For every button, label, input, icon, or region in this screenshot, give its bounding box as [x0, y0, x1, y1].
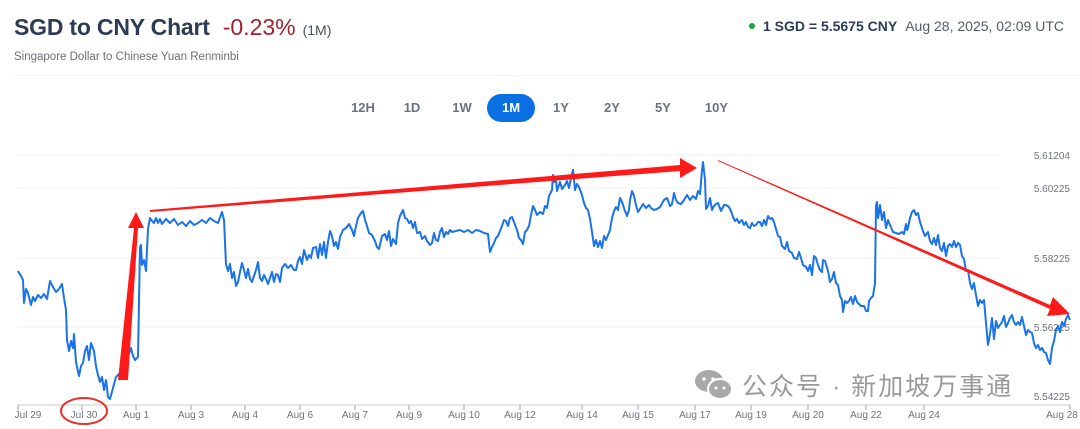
- period-label: (1M): [302, 22, 332, 38]
- x-tick-label: Aug 19: [735, 410, 767, 421]
- header-divider: [14, 75, 1080, 76]
- time-range-selector: 12H 1D 1W 1M 1Y 2Y 5Y 10Y: [339, 94, 744, 122]
- exchange-rate-chart[interactable]: 5.61204 5.60225 5.58225 5.56225 5.54225: [0, 140, 1080, 429]
- grid-lines: [18, 154, 1000, 328]
- x-axis: Jul 29 Jul 30 Aug 1 Aug 3 Aug 4 Aug 6 Au…: [15, 397, 1078, 425]
- watermark: 公众号 · 新加坡万事通: [694, 367, 1013, 403]
- x-tick-label: Aug 4: [232, 410, 259, 421]
- rate-value: 1 SGD = 5.5675 CNY: [762, 18, 898, 34]
- wechat-icon: [694, 368, 734, 402]
- x-tick-label: Aug 20: [792, 410, 824, 421]
- x-tick-label: Aug 6: [287, 410, 314, 421]
- percent-change: -0.23%: [222, 14, 296, 40]
- rate-timestamp: Aug 28, 2025, 02:09 UTC: [905, 18, 1064, 34]
- y-tick-label: 5.61204: [1034, 151, 1071, 162]
- live-status-dot-icon: [748, 23, 755, 29]
- y-tick-label: 5.60225: [1034, 184, 1071, 195]
- x-tick-label: Jul 30: [71, 410, 98, 421]
- range-12h-button[interactable]: 12H: [351, 100, 375, 115]
- arrow-right-upward-icon: [150, 158, 697, 212]
- range-1y-button[interactable]: 1Y: [553, 100, 569, 115]
- range-2y-button[interactable]: 2Y: [604, 100, 620, 115]
- watermark-text: 公众号 · 新加坡万事通: [742, 373, 1014, 401]
- range-10y-button[interactable]: 10Y: [704, 100, 729, 115]
- y-axis-labels: 5.61204 5.60225 5.58225 5.56225 5.54225: [1034, 151, 1071, 403]
- x-tick-label: Aug 14: [566, 410, 598, 421]
- range-1m-button[interactable]: 1M: [487, 94, 535, 122]
- x-tick-label: Aug 24: [908, 410, 940, 421]
- y-tick-label: 5.54225: [1034, 392, 1071, 403]
- annotation-arrows: [118, 158, 1070, 380]
- range-1w-button[interactable]: 1W: [452, 100, 472, 115]
- x-tick-label: Aug 17: [679, 410, 711, 421]
- x-tick-label: Jul 29: [15, 410, 42, 421]
- arrow-up-icon: [118, 212, 144, 380]
- x-tick-label: Aug 28: [1046, 410, 1078, 421]
- x-tick-label: Aug 10: [448, 410, 480, 421]
- arrow-down-right-icon: [718, 160, 1070, 316]
- chart-header: SGD to CNY Chart -0.23% (1M) Singapore D…: [14, 14, 331, 63]
- current-rate: 1 SGD = 5.5675 CNY Aug 28, 2025, 02:09 U…: [748, 18, 1064, 34]
- x-tick-label: Aug 15: [622, 410, 654, 421]
- range-5y-button[interactable]: 5Y: [655, 100, 671, 115]
- page-title: SGD to CNY Chart: [14, 14, 210, 40]
- x-tick-label: Aug 3: [178, 410, 205, 421]
- x-tick-label: Aug 22: [850, 410, 882, 421]
- pair-subtitle: Singapore Dollar to Chinese Yuan Renminb…: [14, 51, 239, 63]
- x-tick-label: Aug 1: [123, 410, 150, 421]
- highlight-circle-icon: [60, 397, 108, 425]
- rate-line: [17, 161, 1071, 400]
- y-tick-label: 5.56225: [1034, 323, 1071, 334]
- range-1d-button[interactable]: 1D: [403, 100, 421, 115]
- x-tick-label: Aug 7: [342, 410, 369, 421]
- x-tick-label: Aug 12: [504, 410, 536, 421]
- x-tick-label: Aug 9: [396, 410, 423, 421]
- y-tick-label: 5.58225: [1034, 254, 1071, 265]
